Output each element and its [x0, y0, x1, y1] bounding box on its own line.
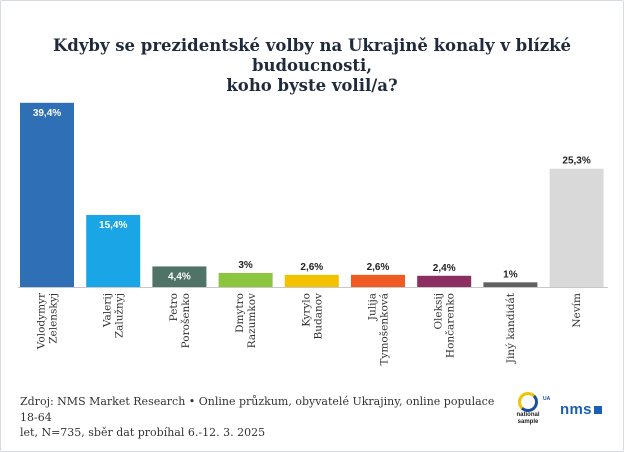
nms-logo-text: nms — [560, 401, 592, 418]
category-label-8: Jiný kandidát — [504, 292, 517, 364]
bar-3 — [152, 266, 207, 287]
national-sample-ua-label: UA — [543, 396, 551, 402]
chart-title-line-2: koho byste volil/a? — [226, 76, 398, 95]
bar-9 — [549, 168, 604, 287]
category-label-4: DmytroRazumkov — [234, 293, 258, 348]
category-label-7: OleksijHončarenko — [433, 293, 457, 358]
bar-7 — [417, 275, 472, 287]
data-label-8: 1% — [503, 269, 518, 280]
national-sample-text-2: sample — [517, 419, 539, 425]
bar-1 — [20, 102, 74, 288]
bar-chart: 39,4% VolodymyrZelenskyj 15,4% ValerijZaluž… — [18, 102, 608, 365]
bar-8 — [483, 282, 538, 287]
data-label-9: 25,3% — [562, 156, 590, 167]
bar-6 — [351, 274, 405, 287]
bar-2 — [86, 215, 141, 287]
source-line-2: let, N=735, sběr dat probíhal 6.-12. 3. … — [20, 426, 266, 439]
category-label-3: PetroPorošenko — [168, 293, 192, 348]
bar-5 — [284, 274, 339, 287]
source-line-1: Zdroj: NMS Market Research • Online průz… — [20, 395, 495, 424]
data-label-7: 2,4% — [433, 263, 456, 274]
national-sample-ring-icon — [518, 392, 538, 412]
data-label-6: 2,6% — [367, 262, 390, 273]
data-label-5: 2,6% — [300, 262, 323, 273]
bar-4 — [218, 272, 273, 287]
data-label-2: 15,4% — [99, 220, 127, 231]
category-label-1: VolodymyrZelenskyj — [36, 292, 60, 350]
national-sample-logo: UA national sample — [503, 392, 553, 432]
nms-logo-square-icon — [593, 406, 602, 414]
data-label-1: 39,4% — [33, 108, 61, 119]
nms-logo: nms — [560, 401, 602, 418]
data-label-4: 3% — [238, 260, 253, 271]
category-label-9: Nevím — [571, 293, 583, 328]
source-note: Zdroj: NMS Market Research • Online průz… — [20, 394, 500, 441]
data-label-3: 4,4% — [168, 271, 191, 282]
category-label-2: ValerijZalužnyj — [102, 293, 126, 338]
chart-title: Kdyby se prezidentské volby na Ukrajině … — [20, 36, 604, 96]
national-sample-text-1: national — [516, 412, 540, 418]
chart-title-line-1: Kdyby se prezidentské volby na Ukrajině … — [52, 36, 572, 75]
category-label-5: KyryloBudanov — [300, 293, 324, 340]
category-label-6: JulijaTymošenková — [367, 293, 391, 365]
